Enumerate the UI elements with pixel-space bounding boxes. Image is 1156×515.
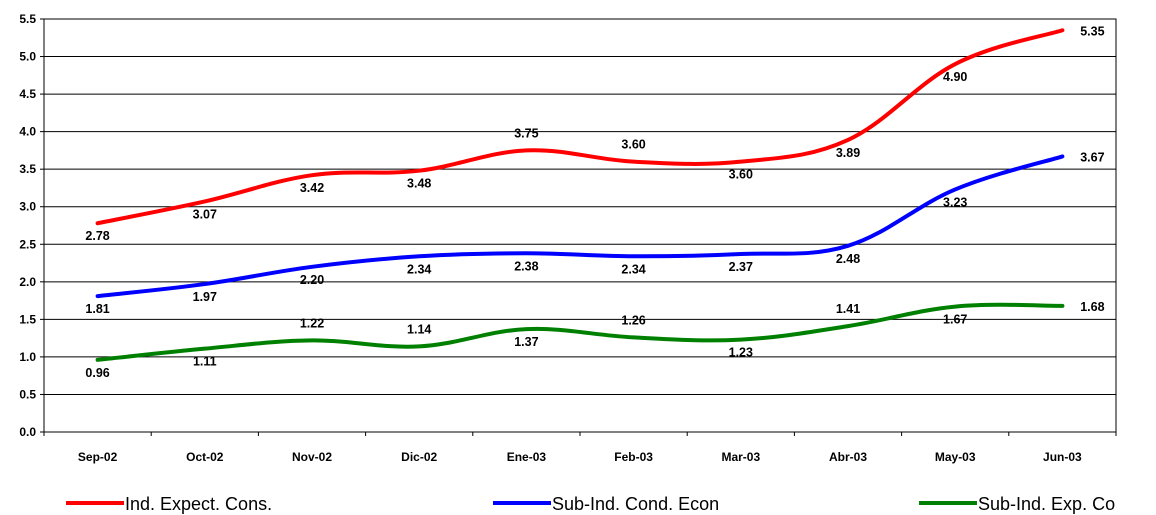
x-axis: Sep-02 Oct-02 Nov-02 Dic-02 Ene-03 Feb-03 Mar-… bbox=[43, 432, 1117, 464]
data-label: 2.48 bbox=[836, 252, 860, 266]
y-tick-label: 5.5 bbox=[19, 12, 36, 26]
data-label: 3.75 bbox=[514, 126, 538, 140]
data-label: 2.38 bbox=[514, 259, 538, 273]
x-tick-label: Dic-02 bbox=[401, 450, 437, 464]
y-tick-label: 4.5 bbox=[19, 87, 36, 101]
legend-label: Sub-Ind. Cond. Econ bbox=[552, 494, 719, 514]
y-tick-label: 4.0 bbox=[19, 125, 36, 139]
data-label: 3.07 bbox=[193, 207, 217, 221]
y-tick-label: 5.0 bbox=[19, 50, 36, 64]
y-axis: 0.0 0.5 1.0 1.5 2.0 2.5 3.0 3.5 4.0 4.5 5.0 5.5 bbox=[19, 12, 44, 439]
data-label: 1.37 bbox=[514, 335, 538, 349]
data-label: 3.60 bbox=[729, 168, 753, 182]
data-label: 5.35 bbox=[1080, 24, 1104, 38]
series-lines bbox=[95, 28, 1065, 362]
y-tick-label: 2.0 bbox=[19, 275, 36, 289]
data-label: 1.23 bbox=[729, 346, 753, 360]
data-label: 2.34 bbox=[621, 262, 645, 276]
data-labels: 2.78 3.07 3.42 3.48 3.75 3.60 3.60 3.89 4.90 5.35… bbox=[85, 24, 1104, 380]
y-tick-label: 2.5 bbox=[19, 237, 36, 251]
data-label: 1.26 bbox=[621, 313, 645, 327]
y-tick-label: 1.5 bbox=[19, 312, 36, 326]
x-tick-label: May-03 bbox=[935, 450, 976, 464]
x-tick-label: Oct-02 bbox=[186, 450, 224, 464]
data-label: 3.60 bbox=[621, 138, 645, 152]
data-label: 3.67 bbox=[1080, 150, 1104, 164]
data-label: 2.78 bbox=[85, 229, 109, 243]
data-label: 1.81 bbox=[85, 302, 109, 316]
data-label: 2.37 bbox=[729, 260, 753, 274]
data-label: 4.90 bbox=[943, 70, 967, 84]
series-line-1 bbox=[95, 154, 1065, 299]
x-tick-label: Ene-03 bbox=[507, 450, 547, 464]
data-label: 1.97 bbox=[193, 290, 217, 304]
legend-label: Ind. Expect. Cons. bbox=[125, 494, 272, 514]
data-label: 3.42 bbox=[300, 181, 324, 195]
data-label: 1.67 bbox=[943, 313, 967, 327]
data-label: 1.14 bbox=[407, 322, 431, 336]
y-tick-label: 0.5 bbox=[19, 387, 36, 401]
y-tick-label: 0.0 bbox=[19, 425, 36, 439]
data-label: 1.68 bbox=[1080, 300, 1104, 314]
y-tick-label: 1.0 bbox=[19, 350, 36, 364]
data-label: 3.23 bbox=[943, 195, 967, 209]
x-tick-label: Sep-02 bbox=[78, 450, 118, 464]
data-label: 1.41 bbox=[836, 302, 860, 316]
y-tick-label: 3.0 bbox=[19, 200, 36, 214]
data-label: 1.22 bbox=[300, 316, 324, 330]
data-label: 3.89 bbox=[836, 146, 860, 160]
x-tick-label: Mar-03 bbox=[721, 450, 760, 464]
data-label: 2.20 bbox=[300, 273, 324, 287]
data-label: 3.48 bbox=[407, 177, 431, 191]
data-label: 0.96 bbox=[85, 366, 109, 380]
legend-label: Sub-Ind. Exp. Co bbox=[978, 494, 1115, 514]
legend: Ind. Expect. Cons. Sub-Ind. Cond. Econ Sub… bbox=[66, 494, 1115, 514]
x-tick-label: Abr-03 bbox=[829, 450, 867, 464]
data-label: 2.34 bbox=[407, 262, 431, 276]
y-tick-label: 3.5 bbox=[19, 162, 36, 176]
series-line-2 bbox=[95, 302, 1065, 362]
x-tick-label: Jun-03 bbox=[1043, 450, 1082, 464]
x-tick-label: Nov-02 bbox=[292, 450, 332, 464]
x-tick-label: Feb-03 bbox=[614, 450, 653, 464]
data-label: 1.11 bbox=[193, 355, 217, 369]
series-line-0 bbox=[95, 28, 1065, 226]
